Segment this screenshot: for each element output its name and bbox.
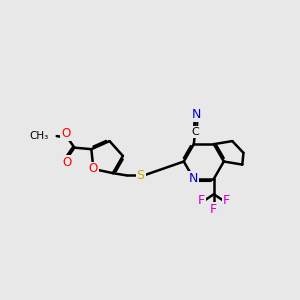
Text: F: F (198, 194, 205, 207)
Text: N: N (189, 172, 199, 185)
Text: O: O (89, 163, 98, 176)
Text: CH₃: CH₃ (29, 131, 48, 141)
Text: F: F (210, 203, 218, 216)
Text: O: O (61, 127, 70, 140)
Text: O: O (62, 156, 71, 169)
Text: F: F (223, 194, 230, 207)
Text: S: S (136, 169, 145, 182)
Text: C: C (191, 127, 199, 137)
Text: N: N (191, 108, 201, 121)
